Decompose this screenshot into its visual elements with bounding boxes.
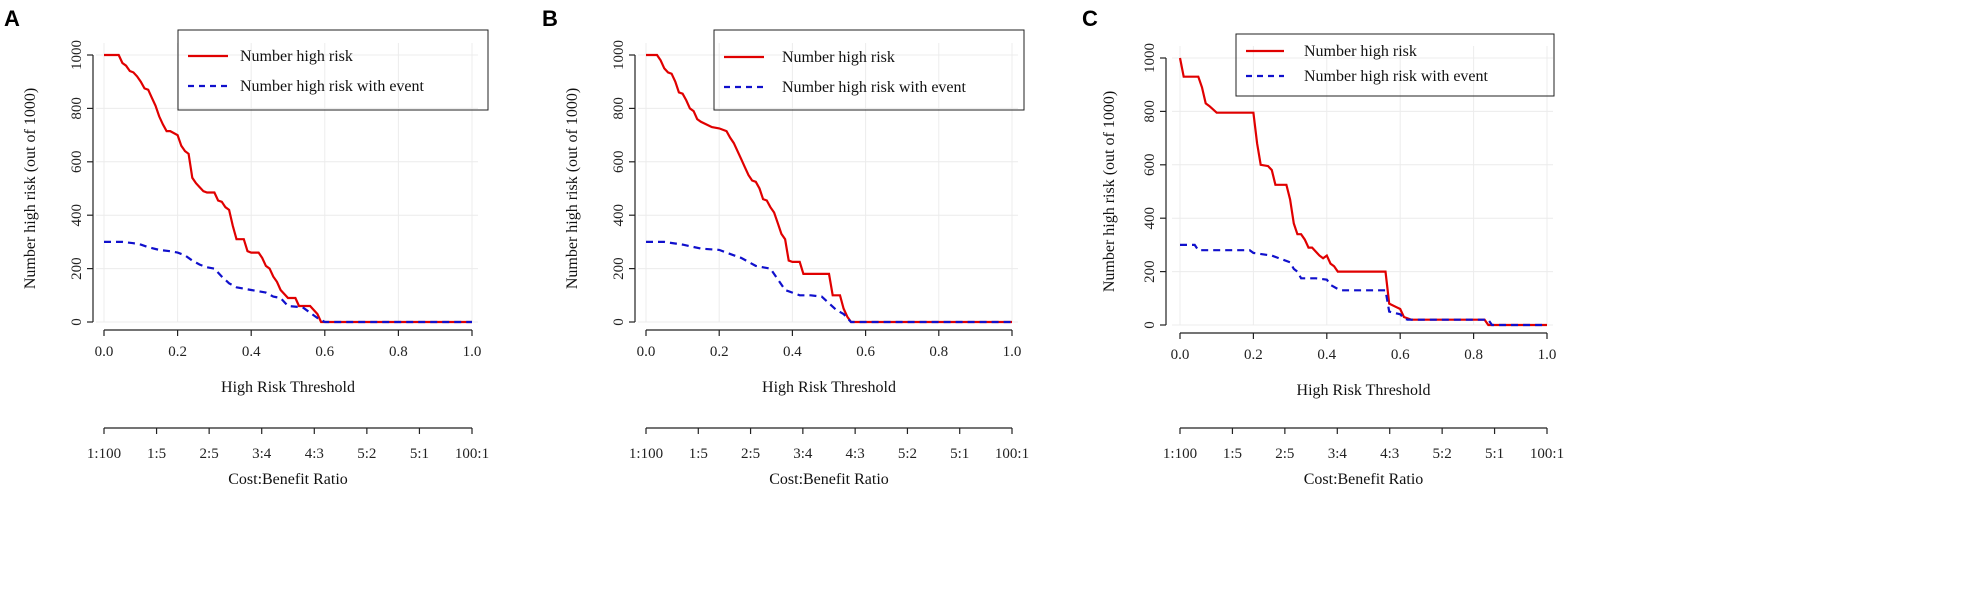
y-tick-label: 0 <box>1142 321 1158 329</box>
y-tick-label: 400 <box>69 204 85 227</box>
x-tick-label: 0.4 <box>783 344 802 360</box>
series-line-number-high-risk <box>646 53 1012 324</box>
ratio-tick-label: 1:100 <box>87 446 121 462</box>
y-tick-label: 1000 <box>611 40 627 70</box>
y-tick-label: 0 <box>69 318 85 326</box>
y-tick-label: 800 <box>611 97 627 120</box>
series-line-high-risk-with-event <box>1180 243 1547 327</box>
series-line-number-high-risk <box>1178 57 1547 327</box>
ratio-tick-label: 5:1 <box>410 446 429 462</box>
x-tick-label: 0.2 <box>710 344 729 360</box>
ratio-tick-label: 2:5 <box>741 446 760 462</box>
ratio-tick-label: 1:100 <box>629 446 663 462</box>
y-tick-label: 1000 <box>69 40 85 70</box>
y-axis-title: Number high risk (out of 1000) <box>22 88 39 289</box>
y-tick-label: 600 <box>611 151 627 174</box>
x-tick-label: 0.4 <box>242 344 261 360</box>
x-axis-title: High Risk Threshold <box>762 379 896 396</box>
ratio-tick-label: 4:3 <box>846 446 865 462</box>
y-axis-title: Number high risk (out of 1000) <box>564 88 581 289</box>
series-line-high-risk-with-event <box>104 240 472 324</box>
panel-letter: C <box>1082 6 1098 31</box>
y-tick-label: 200 <box>69 257 85 280</box>
x-tick-label: 0.6 <box>1391 347 1410 363</box>
x-tick-label: 0.8 <box>389 344 408 360</box>
ratio-tick-label: 1:5 <box>689 446 708 462</box>
legend-label-number-high-risk: Number high risk <box>782 49 895 66</box>
ratio-axis-title: Cost:Benefit Ratio <box>769 471 889 488</box>
ratio-tick-label: 5:2 <box>1433 446 1452 462</box>
legend-label-number-high-risk: Number high risk <box>1304 43 1417 60</box>
ratio-tick-label: 100:1 <box>995 446 1029 462</box>
x-tick-label: 0.2 <box>1244 347 1263 363</box>
legend-label-number-high-risk: Number high risk <box>240 48 353 65</box>
ratio-tick-label: 1:100 <box>1163 446 1197 462</box>
x-tick-label: 0.6 <box>856 344 875 360</box>
y-axis-title: Number high risk (out of 1000) <box>1101 91 1118 292</box>
y-tick-label: 1000 <box>1142 43 1158 73</box>
chart-panel-c: C 0 200 400 600 800 1000 Number high risk (out … <box>1082 6 1564 488</box>
x-tick-label: 1.0 <box>1538 347 1557 363</box>
legend-box <box>713 29 1025 111</box>
ratio-tick-label: 2:5 <box>1275 446 1294 462</box>
ratio-tick-label: 5:1 <box>950 446 969 462</box>
x-tick-label: 0.2 <box>168 344 187 360</box>
chart-panel-a: A 0 200 400 600 800 1000 Number high risk (out … <box>4 6 489 488</box>
panel-letter: B <box>542 6 558 31</box>
x-tick-label: 0.0 <box>637 344 656 360</box>
ratio-tick-label: 5:2 <box>357 446 376 462</box>
ratio-axis-title: Cost:Benefit Ratio <box>228 471 348 488</box>
y-tick-label: 800 <box>1142 100 1158 123</box>
legend-box <box>1235 33 1555 97</box>
ratio-tick-label: 3:4 <box>793 446 813 462</box>
ratio-tick-label: 4:3 <box>305 446 324 462</box>
ratio-tick-label: 2:5 <box>200 446 219 462</box>
ratio-tick-label: 4:3 <box>1380 446 1399 462</box>
x-tick-label: 1.0 <box>1003 344 1022 360</box>
legend-label-high-risk-with-event: Number high risk with event <box>1304 68 1489 85</box>
series-line-number-high-risk <box>104 53 472 324</box>
legend-box <box>177 29 489 111</box>
x-axis-title: High Risk Threshold <box>1297 382 1431 399</box>
x-tick-label: 0.0 <box>1171 347 1190 363</box>
ratio-tick-label: 5:1 <box>1485 446 1504 462</box>
y-tick-label: 800 <box>69 97 85 120</box>
y-tick-label: 600 <box>69 151 85 174</box>
series-line-high-risk-with-event <box>646 240 1012 324</box>
x-tick-label: 1.0 <box>463 344 482 360</box>
y-tick-label: 400 <box>611 204 627 227</box>
x-axis-title: High Risk Threshold <box>221 379 355 396</box>
x-tick-label: 0.8 <box>929 344 948 360</box>
ratio-axis-title: Cost:Benefit Ratio <box>1304 471 1424 488</box>
y-tick-label: 400 <box>1142 207 1158 230</box>
legend-label-high-risk-with-event: Number high risk with event <box>782 79 967 96</box>
ratio-tick-label: 3:4 <box>1328 446 1348 462</box>
ratio-tick-label: 1:5 <box>147 446 166 462</box>
panel-letter: A <box>4 6 20 31</box>
x-tick-label: 0.0 <box>95 344 114 360</box>
ratio-tick-label: 3:4 <box>252 446 272 462</box>
legend-label-high-risk-with-event: Number high risk with event <box>240 78 425 95</box>
y-tick-label: 200 <box>1142 260 1158 283</box>
ratio-tick-label: 1:5 <box>1223 446 1242 462</box>
ratio-tick-label: 100:1 <box>455 446 489 462</box>
x-tick-label: 0.8 <box>1464 347 1483 363</box>
chart-panel-b: B 0 200 400 600 800 1000 Number high risk (out … <box>542 6 1029 488</box>
y-tick-label: 200 <box>611 257 627 280</box>
y-tick-label: 0 <box>611 318 627 326</box>
y-tick-label: 600 <box>1142 154 1158 177</box>
x-tick-label: 0.6 <box>315 344 334 360</box>
ratio-tick-label: 5:2 <box>898 446 917 462</box>
ratio-tick-label: 100:1 <box>1530 446 1564 462</box>
x-tick-label: 0.4 <box>1317 347 1336 363</box>
